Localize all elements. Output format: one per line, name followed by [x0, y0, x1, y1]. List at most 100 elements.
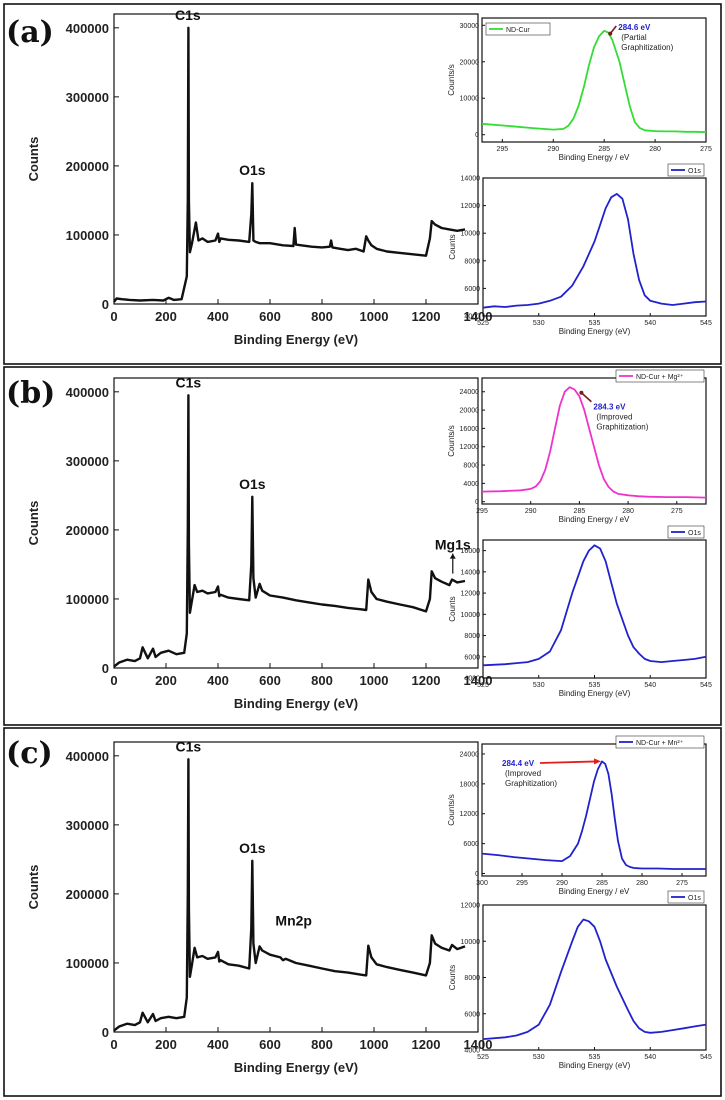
panel-b-inset-2-y-axis-title: Counts: [448, 596, 457, 621]
panel-c-inset-1-legend-label: ND-Cur + Mn²⁺: [636, 740, 684, 747]
panel-b-peak-label: O1s: [239, 476, 266, 492]
panel-c-x-axis-title: Binding Energy (eV): [234, 1060, 358, 1075]
panel-c-inset-1-x-tick-label: 285: [596, 880, 608, 887]
panel-b-inset-1-annotation-arrow-head: [579, 390, 584, 395]
panel-b-inset-2-x-tick-label: 535: [589, 682, 601, 689]
panel-b-inset-2-x-tick-label: 540: [644, 682, 656, 689]
panel-b-survey-line: [113, 394, 466, 668]
panel-b-inset-1-annotation-line: (Improved: [596, 413, 632, 422]
panel-c-x-tick-label: 1200: [412, 1037, 441, 1052]
panel-b-inset-2-plot-area: [482, 539, 707, 679]
charts-layer: 0 200 400 600 800 1000 1200 1400010000020000030…: [26, 7, 712, 1075]
panel-a-inset-1-x-tick-label: 280: [649, 146, 661, 153]
panel-c-y-tick-label: 200000: [66, 887, 109, 902]
panel-c-y-tick-label: 0: [102, 1025, 109, 1040]
panel-c-inset-2-line: [482, 918, 707, 1040]
panel-a-inset-2-y-tick-label: 8000: [464, 258, 480, 265]
panel-a-inset-2-y-tick-label: 6000: [464, 286, 480, 293]
panel-c-x-tick-label: 0: [110, 1037, 117, 1052]
panel-b-x-tick-label: 0: [110, 673, 117, 688]
panel-c-x-tick-label: 200: [155, 1037, 177, 1052]
panel-c-inset-2-y-tick-label: 10000: [461, 939, 481, 946]
panel-b-x-tick-label: 1400: [464, 673, 493, 688]
panel-b-inset-2-y-tick-label: 10000: [461, 612, 481, 619]
panel-b-inset-2-legend-label: O1s: [688, 530, 701, 537]
panel-c-inset-1-legend-box: [615, 735, 705, 749]
panel-c-y-axis-title: Counts: [26, 865, 41, 910]
panel-b-y-axis-title: Counts: [26, 501, 41, 546]
panel-c-inset-1-line: [481, 760, 706, 870]
panel-b-inset-1-plot-area: [481, 377, 707, 505]
panel-a-inset-1-x-tick-label: 275: [700, 146, 712, 153]
panel-b-frame: [3, 366, 722, 726]
panel-a-peak-label: O1s: [239, 162, 266, 178]
panel-c-y-tick-label: 400000: [66, 749, 109, 764]
panel-a-y-tick-label: 400000: [66, 21, 109, 36]
panel-b-inset-1-x-tick-label: 290: [525, 508, 537, 515]
panel-a-inset-1-annotation-value: 284.6 eV: [618, 23, 651, 32]
panel-c-inset-1-y-axis-title: Counts/s: [447, 794, 456, 826]
panel-a-inset-2-x-tick-label: 525: [477, 320, 489, 327]
panel-b-inset-1-legend-label: ND-Cur + Mg²⁺: [636, 374, 684, 381]
panel-a-y-tick-label: 200000: [66, 159, 109, 174]
panel-b-inset-1-y-tick-label: 24000: [460, 389, 480, 396]
panel-a-inset-2-x-tick-label: 530: [533, 320, 545, 327]
panel-c-y-tick-label: 100000: [66, 956, 109, 971]
panel-a-inset-2-legend-label: O1s: [688, 168, 701, 175]
panel-c-inset-1-annotation-arrow: [539, 760, 597, 764]
panel-c-inset-1-annotation-value: 284.4 eV: [502, 759, 535, 768]
panel-c-inset-1-y-tick-label: 0: [475, 871, 479, 878]
panel-a-inset-1-plot-area: [481, 17, 707, 143]
panel-a-inset-1-x-tick-label: 295: [497, 146, 509, 153]
panel-c-inset-1-x-tick-label: 280: [636, 880, 648, 887]
panel-b-inset-1-x-tick-label: 275: [671, 508, 683, 515]
panel-b-inset-1-x-axis-title: Binding Energy / eV: [559, 515, 630, 524]
panel-b-inset-2-y-tick-label: 14000: [461, 569, 481, 576]
panel-c-inset-2-y-axis-title: Counts: [448, 965, 457, 990]
panel-b-inset-2-y-tick-label: 16000: [461, 548, 481, 555]
panel-b-inset-1-y-tick-label: 16000: [460, 426, 480, 433]
panel-b-inset-2-y-tick-label: 8000: [464, 633, 480, 640]
panel-c-inset-1-annotation-line: (Improved: [505, 769, 541, 778]
panel-b-mg-arrow-head: [449, 553, 456, 559]
panel-b-inset-2-y-tick-label: 6000: [464, 654, 480, 661]
panel-a-inset-2-y-axis-title: Counts: [448, 234, 457, 259]
panel-c-inset-1-plot-area: [481, 743, 707, 877]
panel-a-peak-label: C1s: [175, 7, 201, 23]
panel-a-inset-2-y-tick-label: 4000: [464, 314, 480, 321]
panel-c-inset-2-x-tick-label: 525: [477, 1054, 489, 1061]
panel-a-inset-2-x-tick-label: 540: [644, 320, 656, 327]
panel-a-survey-line: [113, 26, 466, 303]
panel-a-inset-1-x-tick-label: 290: [547, 146, 559, 153]
panel-a-inset-1-annotation-arrow-head: [608, 31, 613, 36]
panel-a-x-tick-label: 1400: [464, 309, 493, 324]
panel-a-inset-1-annotation-line: (Partial: [621, 33, 647, 42]
panel-a-inset-1-y-tick-label: 30000: [460, 23, 480, 30]
panel-b-y-tick-label: 0: [102, 661, 109, 676]
panel-b-x-tick-label: 600: [259, 673, 281, 688]
panel-c-inset-2-y-tick-label: 8000: [464, 975, 480, 982]
panel-c-inset-1-x-tick-label: 300: [476, 880, 488, 887]
panel-a-inset-2-x-axis-title: Binding Energy (eV): [559, 327, 631, 336]
panel-b-inset-2-x-axis-title: Binding Energy (eV): [559, 689, 631, 698]
panel-a-inset-1-annotation-line: Graphitization): [621, 43, 673, 52]
panel-c-inset-1-x-tick-label: 275: [676, 880, 688, 887]
panel-c-inset-2-y-tick-label: 6000: [464, 1011, 480, 1018]
panel-a-y-tick-label: 100000: [66, 228, 109, 243]
panel-b-x-tick-label: 1200: [412, 673, 441, 688]
panel-a-inset-2-legend-box: [667, 163, 705, 177]
panel-c-inset-2-x-tick-label: 535: [589, 1054, 601, 1061]
panel-b-inset-1-legend-box: [615, 369, 705, 383]
panel-b-inset-2-legend-box: [667, 525, 705, 539]
panel-a-x-tick-label: 1000: [360, 309, 389, 324]
panel-a-y-tick-label: 0: [102, 297, 109, 312]
panel-b-inset-1-x-tick-label: 295: [476, 508, 488, 515]
panel-a-x-tick-label: 400: [207, 309, 229, 324]
panel-b-inset-1-x-tick-label: 285: [574, 508, 586, 515]
panel-b-x-tick-label: 400: [207, 673, 229, 688]
panel-b-inset-1-y-tick-label: 12000: [460, 444, 480, 451]
panel-label-a: (a): [6, 15, 54, 50]
panel-b-inset-2-x-tick-label: 525: [477, 682, 489, 689]
panel-c-inset-1-x-axis-title: Binding Energy / eV: [559, 887, 630, 896]
